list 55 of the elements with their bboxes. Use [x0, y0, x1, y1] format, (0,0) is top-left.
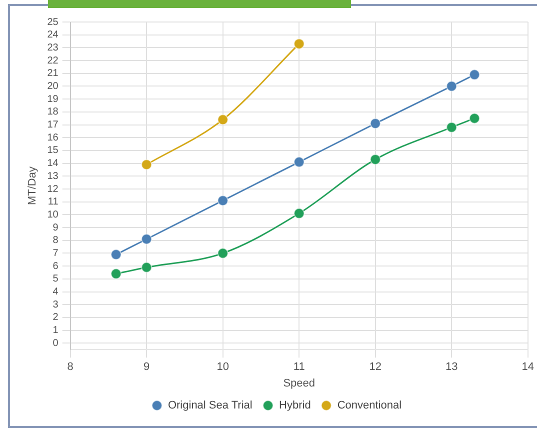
x-tick-label: 13: [445, 361, 458, 374]
y-tick-label: 19: [47, 94, 59, 105]
y-tick-label: 13: [47, 170, 59, 182]
y-tick-label: 24: [47, 30, 59, 41]
x-tick-label: 10: [216, 361, 229, 374]
y-tick-label: 21: [47, 68, 59, 80]
y-tick-label: 0: [52, 338, 59, 349]
x-tick-label: 11: [293, 361, 305, 374]
point: [294, 208, 305, 219]
x-tick-label: 14: [522, 361, 534, 374]
x-tick-label: 8: [67, 361, 74, 374]
y-tick-label: 8: [52, 235, 59, 246]
x-tick-label: 9: [144, 361, 150, 374]
legend-label: Hybrid: [279, 400, 311, 412]
y-tick-label: 17: [47, 120, 59, 131]
point: [469, 69, 480, 80]
y-tick-label: 7: [52, 248, 59, 259]
point: [141, 262, 152, 273]
y-tick-label: 20: [47, 80, 59, 92]
point: [446, 122, 458, 133]
y-tick-label: 1: [52, 325, 59, 336]
y-tick-label: 9: [52, 222, 59, 234]
point: [141, 234, 152, 245]
point: [294, 38, 305, 50]
y-axis-title: MT/Day: [26, 166, 39, 206]
point: [141, 159, 152, 170]
y-tick-label: 6: [52, 260, 59, 272]
point: [110, 268, 122, 280]
point: [370, 118, 381, 129]
x-tick-label: 12: [369, 361, 382, 374]
point: [217, 195, 228, 206]
y-tick-label: 23: [47, 42, 59, 54]
y-tick-label: 2: [52, 312, 59, 324]
point: [217, 114, 228, 126]
point: [217, 248, 228, 259]
y-tick-label: 16: [47, 132, 59, 144]
legend-label: Conventional: [337, 400, 402, 412]
point: [370, 154, 381, 165]
point: [469, 112, 480, 124]
y-tick-label: 18: [47, 106, 59, 118]
y-tick-label: 12: [47, 184, 59, 195]
y-tick-label: 25: [47, 16, 59, 28]
x-axis-title: Speed: [283, 377, 316, 390]
y-tick-label: 3: [52, 299, 59, 310]
point: [110, 249, 122, 260]
y-tick-label: 22: [47, 55, 59, 66]
y-tick-label: 4: [52, 286, 59, 298]
y-tick-label: 14: [47, 158, 59, 170]
point: [446, 80, 458, 92]
legend-label: Original Sea Trial: [168, 400, 252, 412]
y-tick-label: 11: [48, 196, 59, 208]
y-tick-label: 10: [47, 209, 59, 220]
y-tick-label: 15: [47, 145, 59, 156]
point: [294, 156, 305, 168]
y-tick-label: 5: [52, 274, 59, 285]
